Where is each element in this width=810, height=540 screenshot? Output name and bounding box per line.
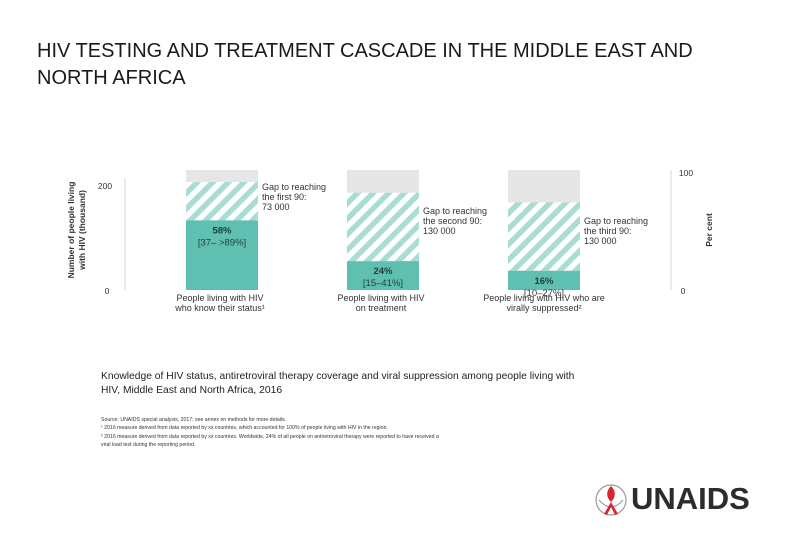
chart-caption: Knowledge of HIV status, antiretroviral …: [101, 371, 575, 396]
y-tick-right-top: 100: [679, 168, 693, 178]
category-label-1-line2: who know their status¹: [174, 303, 265, 313]
logo-text: UNAIDS: [631, 481, 750, 516]
value-label-2: 24%: [373, 266, 393, 277]
source-line: Source: UNAIDS special analysis, 2017; s…: [101, 417, 287, 423]
page-title: HIV TESTING AND TREATMENT CASCADE IN THE…: [37, 40, 693, 89]
category-label-1-line1: People living with HIV: [176, 293, 263, 303]
range-label-2: [15–41%]: [363, 278, 403, 289]
gap-label-3-line1: Gap to reaching: [584, 216, 648, 226]
category-label-2-line2: on treatment: [356, 303, 407, 313]
range-label-3: [10–27%]: [524, 288, 564, 299]
category-label-3-line2: virally suppressed²: [506, 303, 581, 313]
bar-gap-1: [186, 182, 258, 221]
footnote-2: ² 2016 measure derived from data reporte…: [101, 433, 439, 440]
source-notes: Source: UNAIDS special analysis, 2017; s…: [101, 416, 661, 449]
category-label-3-line1: People living with HIV who are: [483, 293, 605, 303]
gap-label-2-line2: the second 90:: [423, 216, 482, 226]
y-axis-label-right: Per cent: [704, 213, 714, 247]
y-tick-left-bottom: 0: [105, 286, 110, 296]
bar-gap-2: [347, 192, 419, 262]
y-axis-label-left-line2: with HIV (thousand): [77, 190, 87, 271]
bar-achieved-2: [347, 261, 419, 290]
gap-label-1-line1: Gap to reaching: [262, 182, 326, 192]
bar-achieved-1: [186, 220, 258, 290]
gap-label-1-line3: 73 000: [262, 202, 290, 212]
value-label-1: 58%: [212, 225, 232, 236]
y-axis-label-left-line1: Number of people living: [66, 182, 76, 279]
value-label-3: 16%: [534, 276, 554, 287]
range-label-1: [37– >89%]: [198, 237, 246, 248]
y-tick-right-bottom: 0: [681, 286, 686, 296]
footnote-1: ¹ 2016 measure derived from data reporte…: [101, 425, 388, 432]
gap-label-3-line3: 130 000: [584, 236, 617, 246]
unaids-logo: UNAIDS: [593, 478, 753, 522]
gap-label-1-line2: the first 90:: [262, 192, 307, 202]
gap-label-3-line2: the third 90:: [584, 226, 632, 236]
category-label-2-line1: People living with HIV: [337, 293, 424, 303]
y-tick-left-top: 200: [98, 181, 112, 191]
bar-gap-3: [508, 202, 580, 271]
red-ribbon-icon: [595, 484, 627, 516]
footnote-2-cont: viral load test during the reporting per…: [101, 441, 196, 448]
cascade-chart: Number of people living with HIV (thousan…: [66, 168, 714, 313]
gap-label-2-line1: Gap to reaching: [423, 206, 487, 216]
bar-achieved-3: [508, 270, 580, 290]
gap-label-2-line3: 130 000: [423, 226, 456, 236]
